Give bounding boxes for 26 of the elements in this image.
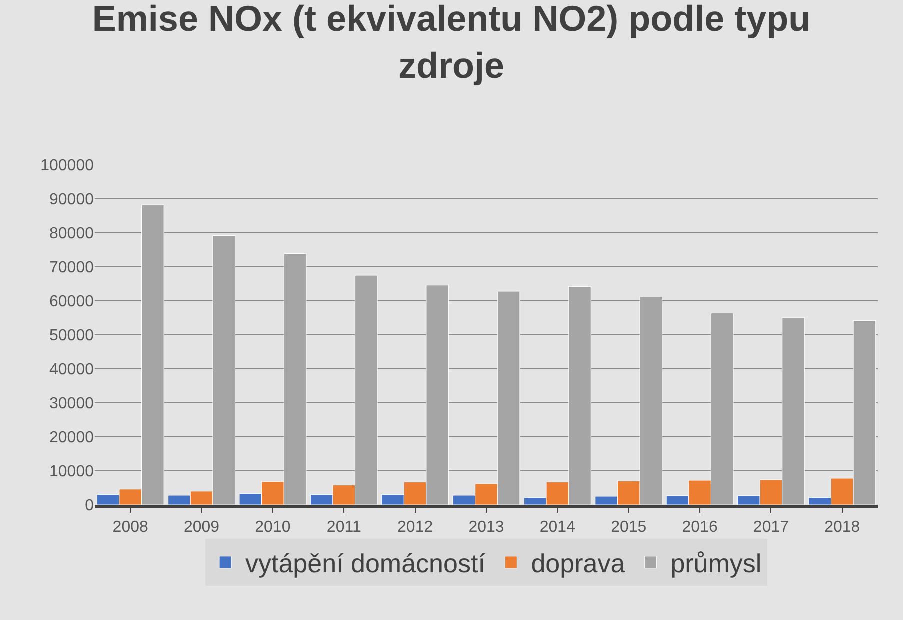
y-tick-label: 10000 xyxy=(50,464,94,481)
x-tick-label: 2010 xyxy=(255,519,291,536)
y-tick-label: 90000 xyxy=(50,192,94,209)
x-tick-label: 2012 xyxy=(398,519,434,536)
x-tick-label: 2011 xyxy=(326,519,362,536)
legend-label: průmysl xyxy=(670,548,762,579)
x-tick-label: 2008 xyxy=(112,519,148,536)
x-tick-label: 2014 xyxy=(540,519,576,536)
x-tick-label: 2015 xyxy=(611,519,647,536)
y-tick-label: 40000 xyxy=(50,362,94,379)
x-tick-label: 2009 xyxy=(184,519,220,536)
y-tick-label: 70000 xyxy=(50,260,94,277)
y-tick-label: 30000 xyxy=(50,396,94,413)
y-tick-label: 100000 xyxy=(40,158,94,175)
x-tick-label: 2016 xyxy=(682,519,718,536)
x-tick-label: 2013 xyxy=(468,519,504,536)
y-tick-label: 60000 xyxy=(50,294,94,311)
chart-title: Emise NOx (t ekvivalentu NO2) podle typu zdroje xyxy=(92,0,811,86)
y-tick-label: 0 xyxy=(85,498,94,515)
legend-label: doprava xyxy=(531,548,626,579)
y-tick-label: 50000 xyxy=(50,328,94,345)
x-tick-label: 2017 xyxy=(753,519,790,536)
x-tick-label: 2018 xyxy=(824,519,860,536)
y-tick-label: 80000 xyxy=(50,226,94,243)
y-tick-label: 20000 xyxy=(50,430,94,447)
legend-label: vytápění domácností xyxy=(246,548,486,579)
